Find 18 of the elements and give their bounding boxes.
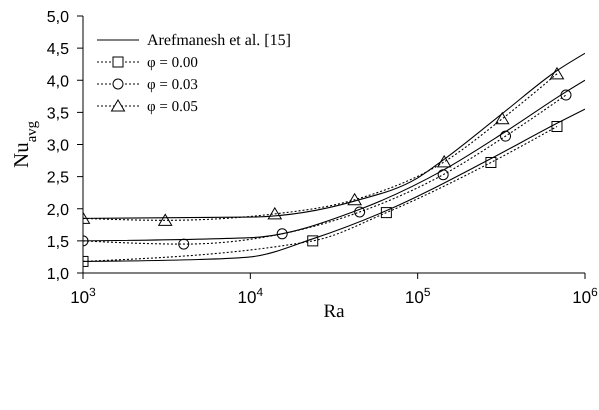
x-tick-label: 10$^{4}$ xyxy=(238,285,264,307)
y-tick-label: 4,5 xyxy=(46,41,70,58)
y-tick-label: 4,0 xyxy=(46,73,70,90)
x-tick-label: 10$^{6}$ xyxy=(572,285,598,307)
x-tick-label: 10$^{5}$ xyxy=(404,285,431,307)
x-axis-title: Ra xyxy=(323,301,346,322)
y-tick-label: 1,0 xyxy=(46,266,70,283)
y-tick-label: 1,5 xyxy=(46,234,70,251)
y-tick-label: 2,0 xyxy=(46,202,70,219)
legend-label: φ = 0.00 xyxy=(147,55,198,71)
y-tick-label: 2,5 xyxy=(46,170,70,187)
legend-label: φ = 0.05 xyxy=(147,99,198,115)
y-tick-label: 5,0 xyxy=(46,9,70,26)
y-tick-label: 3,0 xyxy=(46,138,70,154)
y-tick-label: 3,5 xyxy=(46,105,70,122)
legend-label: Arefmanesh et al. [15] xyxy=(147,32,291,49)
legend-label: φ = 0.03 xyxy=(147,77,198,93)
x-tick-label: 10$^{3}$ xyxy=(70,285,96,307)
